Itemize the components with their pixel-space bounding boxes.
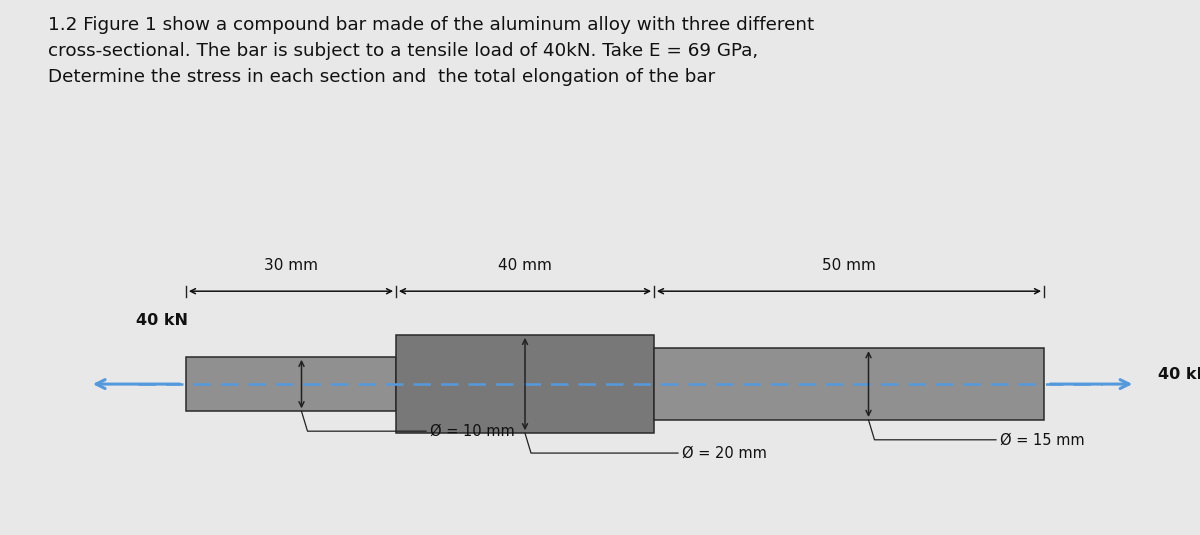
Text: Ø = 10 mm: Ø = 10 mm	[430, 424, 515, 439]
Text: 1.2 Figure 1 show a compound bar made of the aluminum alloy with three different: 1.2 Figure 1 show a compound bar made of…	[48, 16, 815, 86]
Bar	[654, 348, 1044, 420]
Bar	[186, 357, 396, 411]
Text: Ø = 15 mm: Ø = 15 mm	[1000, 432, 1085, 447]
Text: 50 mm: 50 mm	[822, 258, 876, 273]
Text: 40 kN: 40 kN	[1158, 366, 1200, 381]
Text: Ø = 20 mm: Ø = 20 mm	[682, 446, 767, 461]
Text: 30 mm: 30 mm	[264, 258, 318, 273]
Text: 40 mm: 40 mm	[498, 258, 552, 273]
Bar	[396, 335, 654, 433]
Text: 40 kN: 40 kN	[136, 312, 188, 327]
